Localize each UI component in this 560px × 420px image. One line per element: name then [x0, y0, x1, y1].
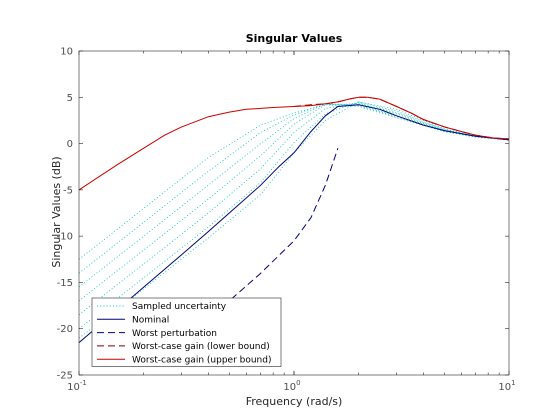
y-tick-label: -20 — [57, 324, 73, 335]
legend-entry-label: Nominal — [132, 316, 169, 326]
y-tick-label: -25 — [57, 371, 73, 382]
legend-entry-label: Sampled uncertainty — [132, 302, 227, 312]
legend-entry-label: Worst-case gain (upper bound) — [132, 355, 271, 365]
y-tick-label: -5 — [63, 185, 73, 196]
y-tick-label: -10 — [57, 232, 73, 243]
y-tick-label: 10 — [60, 47, 73, 58]
nominal-line — [78, 104, 510, 343]
series-layer — [78, 96, 510, 343]
y-tick-label: -15 — [57, 278, 73, 289]
sampled-uncertainty-line-6 — [78, 101, 510, 330]
y-tick-label: 5 — [67, 93, 73, 104]
worst-perturbation-line — [181, 148, 339, 343]
x-tick-label: 10-1 — [67, 379, 87, 393]
legend: Sampled uncertainty Nominal Worst perturba… — [91, 297, 282, 367]
x-tick-label: 101 — [498, 379, 515, 393]
y-tick-label: 0 — [67, 139, 73, 150]
chart-title: Singular Values — [246, 32, 343, 45]
worst-case-gain-upper-bound-line — [78, 96, 510, 191]
legend-entry-label: Worst-case gain (lower bound) — [132, 342, 270, 352]
y-axis-label: Singular Values (dB) — [50, 156, 63, 267]
legend-entry-label: Worst perturbation — [132, 329, 217, 339]
x-axis-label: Frequency (rad/s) — [246, 395, 343, 408]
x-tick-label: 100 — [283, 379, 300, 393]
sampled-uncertainty-line-7 — [78, 101, 510, 339]
tick-layer: -25 -20 -15 -10 -5 0 5 10 10-1 100 101 — [57, 47, 516, 394]
